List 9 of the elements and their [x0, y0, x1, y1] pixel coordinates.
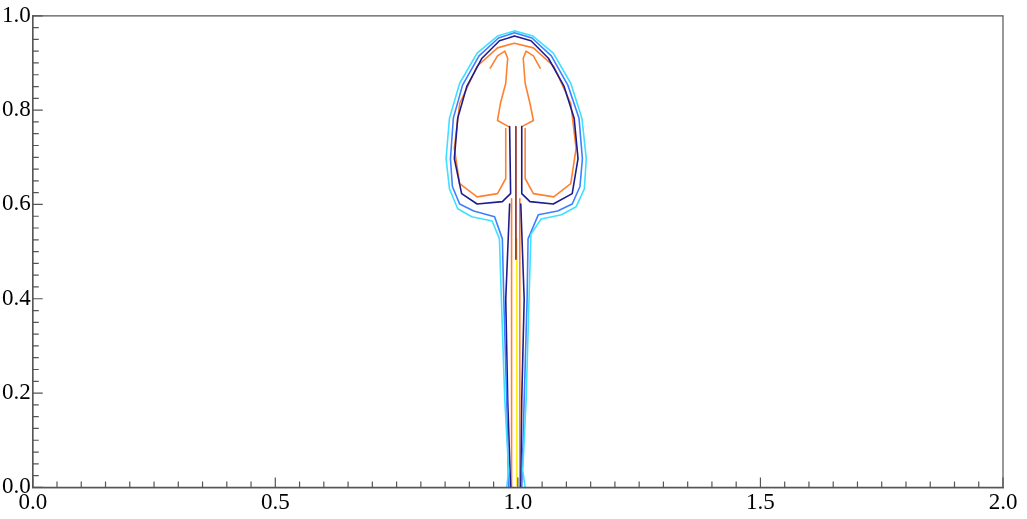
x-tick-label: 1.5: [746, 489, 775, 515]
x-tick-label: 2.0: [988, 489, 1018, 515]
y-tick-label: 0.4: [2, 284, 32, 310]
y-tick-label: 0.8: [2, 96, 31, 122]
y-tick-label: 0.2: [2, 379, 31, 405]
y-tick-label: 0.6: [2, 190, 31, 216]
x-tick-label: 1.0: [503, 489, 533, 515]
x-tick-label: 0.5: [260, 489, 290, 515]
y-tick-label: 1.0: [2, 1, 31, 27]
